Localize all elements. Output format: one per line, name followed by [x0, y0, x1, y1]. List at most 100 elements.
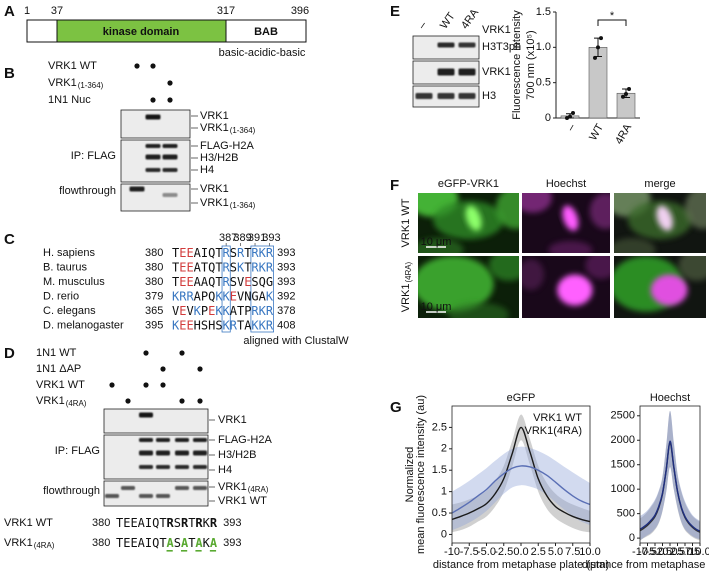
- residue: K: [237, 260, 245, 274]
- lane-dot: [197, 366, 203, 372]
- residue: V: [237, 289, 244, 303]
- residue: R: [251, 260, 259, 274]
- residue-number: 395: [145, 319, 163, 331]
- residue: T: [159, 536, 166, 550]
- x-tick-label: 7.5: [565, 546, 580, 558]
- cell: [614, 238, 656, 253]
- residue: T: [159, 516, 166, 530]
- residue: A: [138, 536, 146, 550]
- residue: T: [172, 260, 179, 274]
- residue: K: [223, 304, 231, 318]
- residue: R: [186, 289, 194, 303]
- x-tick-label: -5.0: [477, 546, 496, 558]
- residue: A: [230, 304, 238, 318]
- residue-position: 393: [262, 232, 280, 244]
- x-tick-label: 4RA: [613, 121, 634, 146]
- blot-band: [139, 438, 153, 442]
- residue: R: [195, 516, 203, 530]
- residue: E: [179, 260, 186, 274]
- sequence: TEEAIQTRSRTRKR: [172, 246, 274, 260]
- blot-band: [193, 486, 207, 490]
- x-tick-label: 10.0: [579, 546, 600, 558]
- blot-band: [156, 465, 170, 469]
- lane-dot: [143, 350, 149, 356]
- residue: T: [215, 275, 222, 289]
- blot-band: [139, 412, 153, 418]
- residue-position: 391: [248, 232, 266, 244]
- residue: S: [174, 516, 181, 530]
- blot-band: [139, 465, 153, 469]
- sequence: TEEAAQTRSVESQG: [172, 275, 273, 289]
- residue: R: [210, 516, 218, 530]
- micrograph: [522, 256, 610, 318]
- data-point: [599, 36, 603, 41]
- mutation-underline: [209, 550, 217, 552]
- x-tick-label: 5.0: [677, 546, 692, 558]
- residue: I: [145, 516, 152, 530]
- residue-number: 393: [277, 261, 295, 273]
- lane-dot: [143, 382, 149, 388]
- blot-band: [139, 450, 153, 456]
- blot-label-sub: (4RA): [248, 485, 269, 494]
- cell: [418, 256, 494, 312]
- blot-band: [105, 494, 119, 498]
- y-tick-label: 1.5: [536, 6, 551, 18]
- panel-label: F: [390, 177, 399, 194]
- residue: R: [167, 516, 175, 530]
- panel-label: E: [390, 3, 400, 20]
- residue: E: [179, 246, 186, 260]
- cell: [650, 274, 688, 306]
- cell: [448, 302, 509, 318]
- species-name: B. taurus: [43, 261, 88, 273]
- residue-number: 408: [277, 319, 295, 331]
- plot-area: [640, 410, 700, 541]
- residue: T: [201, 260, 208, 274]
- blot-band: [193, 465, 207, 469]
- residue: P: [201, 304, 208, 318]
- cell: [678, 256, 706, 281]
- sequence: KRRAPQKKEVNGAK: [172, 289, 274, 303]
- y-tick-label: 0.5: [536, 77, 551, 89]
- residue: R: [237, 246, 245, 260]
- blot-label: FLAG-H2A: [218, 434, 272, 446]
- residue: K: [259, 260, 267, 274]
- blot-band: [129, 186, 145, 192]
- series-line: [452, 465, 590, 514]
- lane-dot: [150, 63, 156, 69]
- blot-box: [103, 480, 209, 507]
- blot-band: [162, 154, 178, 160]
- data-point: [565, 116, 569, 120]
- mutation-underline: [166, 550, 173, 552]
- residue: I: [201, 246, 208, 260]
- residue: R: [251, 304, 259, 318]
- residue: R: [181, 516, 189, 530]
- residue: E: [230, 289, 237, 303]
- blot-band: [162, 144, 178, 148]
- residue: T: [244, 246, 251, 260]
- residue-position: 1: [24, 5, 30, 17]
- construct-name-main: VRK1: [4, 537, 33, 549]
- residue-number: 365: [145, 305, 163, 317]
- blot-label: VRK1: [482, 66, 511, 78]
- residue: S: [215, 318, 222, 332]
- residue: G: [251, 289, 258, 303]
- residue: P: [201, 289, 208, 303]
- residue-number: 378: [277, 305, 295, 317]
- plot-area: [452, 414, 590, 533]
- x-tick-label: 0.0: [662, 546, 677, 558]
- blot-box: [103, 408, 209, 434]
- blot-label: H3/H2B: [200, 152, 239, 164]
- species-name: D. rerio: [43, 290, 79, 302]
- sequence: KEEHSHSKRTAKKR: [172, 318, 274, 332]
- residue-number: 380: [92, 517, 110, 529]
- residue: E: [186, 318, 193, 332]
- x-tick-label: 5.0: [548, 546, 563, 558]
- y-tick-label: 0.5: [432, 507, 447, 519]
- channel-label: eGFP-VRK1: [438, 178, 499, 190]
- residue-position: 396: [291, 5, 309, 17]
- residue: G: [266, 275, 273, 289]
- x-tick-label: -10: [444, 546, 460, 558]
- x-tick-label: -7.5: [638, 546, 657, 558]
- residue: S: [251, 275, 258, 289]
- residue: E: [208, 304, 215, 318]
